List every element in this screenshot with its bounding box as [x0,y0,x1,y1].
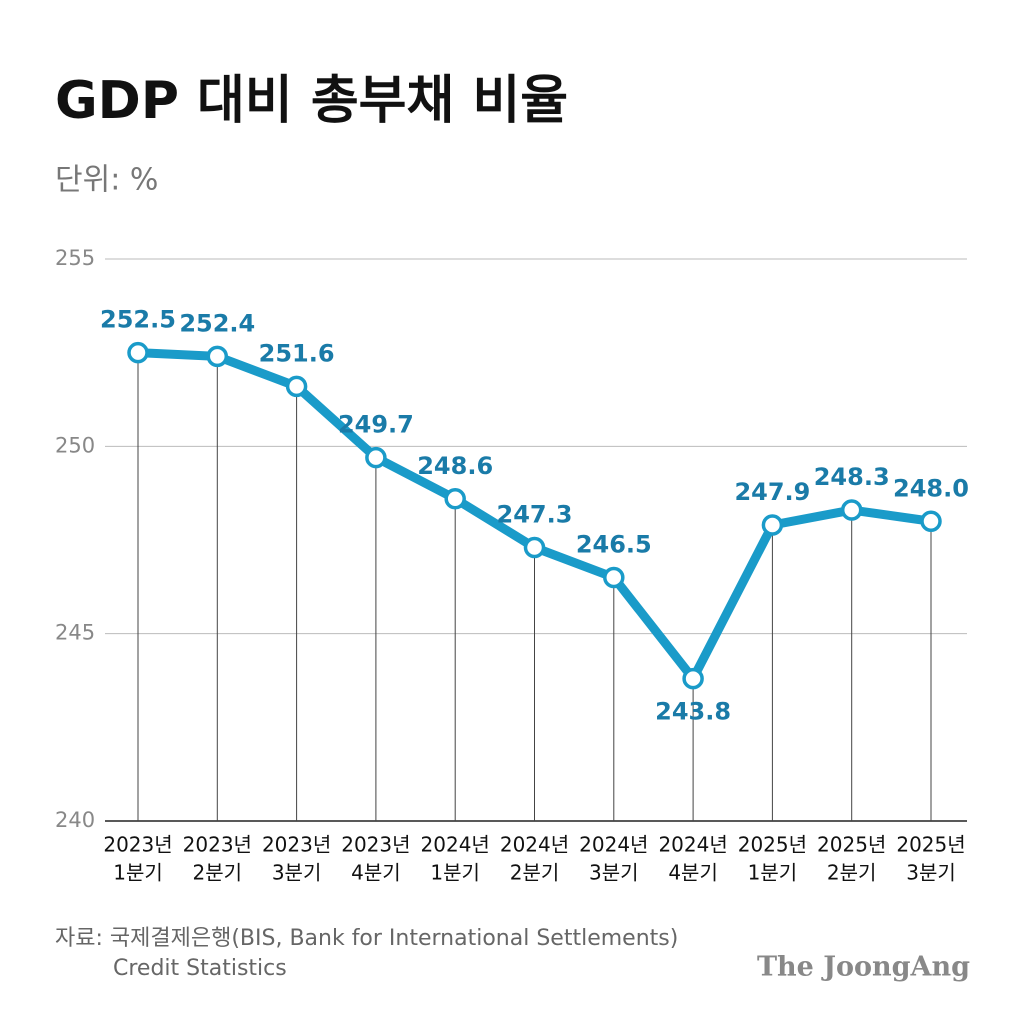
value-label: 248.6 [417,452,493,480]
x-tick-label: 3분기 [906,861,956,885]
point [840,499,863,521]
y-tick-label: 240 [55,808,95,832]
value-label: 243.8 [655,698,731,726]
value-label: 251.6 [259,339,335,367]
y-tick-label: 250 [55,433,95,457]
point [523,536,546,559]
value-label: 246.5 [576,530,652,558]
x-tick-label: 2023년 [183,833,252,857]
source: Credit Statistics [113,956,287,981]
value-label: 247.3 [497,500,573,528]
point [761,514,784,536]
x-tick-label: 1분기 [430,861,480,885]
value-label: 252.5 [100,306,176,334]
x-tick-label: 2024년 [658,833,727,857]
source: 자료: 국제결제은행(BIS, Bank for International S… [55,926,678,951]
x-tick-label: 2024년 [500,833,569,857]
x-tick-label: 1분기 [113,861,163,885]
point [603,566,625,589]
x-tick-label: 2분기 [193,861,243,885]
point [285,375,308,398]
x-tick-label: 4분기 [351,861,401,885]
x-tick-label: 3분기 [589,861,639,885]
point [365,446,387,469]
x-tick-label: 3분기 [272,861,322,885]
x-tick-label: 2025년 [896,833,965,857]
x-tick-label: 1분기 [748,861,798,885]
point [920,510,942,533]
x-tick-label: 2023년 [262,833,331,857]
x-tick-label: 2분기 [827,861,877,885]
x-tick-label: 2023년 [103,833,172,857]
point [444,488,466,510]
x-tick-label: 2025년 [817,833,886,857]
value-label: 247.9 [734,478,810,506]
point [682,667,704,690]
x-tick-label: 2023년 [341,833,410,857]
point [206,345,229,368]
y-tick-label: 255 [55,246,95,270]
x-tick-label: 2024년 [421,833,490,857]
x-tick-label: 2분기 [510,861,560,885]
value-label: 248.3 [814,463,890,491]
logo: The JoongAng [757,952,970,983]
point [127,341,149,364]
y-tick-label: 245 [55,621,95,645]
chart-subtitle: 단위: % [55,163,158,198]
value-label: 249.7 [338,411,414,439]
x-tick-label: 2025년 [738,833,807,857]
value-label: 252.4 [179,309,255,337]
x-tick-label: 4분기 [668,861,718,885]
value-label: 248.0 [893,474,969,502]
x-tick-label: 2024년 [579,833,648,857]
chart-title: GDP 대비 총부채 비율 [55,71,568,131]
